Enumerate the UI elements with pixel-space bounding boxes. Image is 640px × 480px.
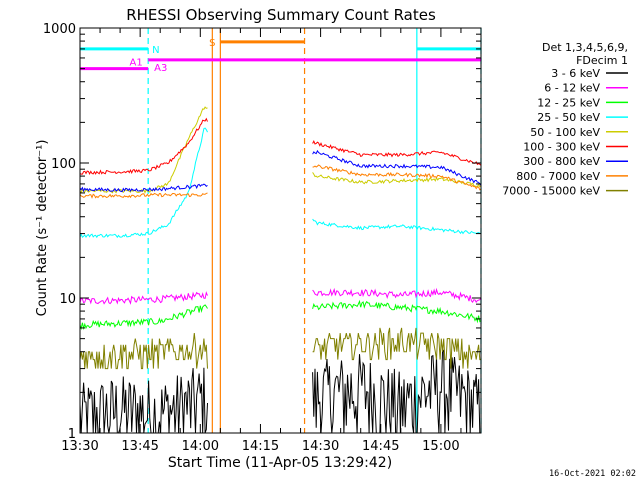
x-tick-label: 14:15 xyxy=(242,439,279,454)
x-tick-label: 14:30 xyxy=(302,439,339,454)
series-line xyxy=(312,164,482,191)
legend-entry-label: 100 - 300 keV xyxy=(523,141,600,154)
series-line xyxy=(79,304,208,331)
legend-entry-label: 25 - 50 keV xyxy=(537,111,600,124)
series-line xyxy=(312,172,482,188)
series-line xyxy=(312,327,481,369)
series-line xyxy=(79,291,208,305)
annotation-label: A1 xyxy=(130,58,143,69)
series-line xyxy=(312,149,482,186)
x-axis-label: Start Time (11-Apr-05 13:29:42) xyxy=(168,455,392,471)
legend-header: FDecim 1 xyxy=(576,54,628,67)
series-line xyxy=(312,287,482,304)
footer-date: 16-Oct-2021 02:02 xyxy=(549,469,636,479)
annotation-label: A3 xyxy=(154,63,167,74)
y-tick-label: 1000 xyxy=(43,22,76,37)
y-tick-label: 1 xyxy=(68,427,76,442)
legend: Det 1,3,4,5,6,9,FDecim 13 - 6 keV 6 - 12 … xyxy=(502,41,628,198)
annotations-layer: N A1 A3 S xyxy=(80,38,481,74)
legend-entry-label: 3 - 6 keV xyxy=(551,67,600,80)
annotation-label: S xyxy=(209,38,215,49)
series-line xyxy=(312,299,482,324)
x-tick-label: 14:45 xyxy=(362,439,399,454)
legend-entry-label: 50 - 100 keV xyxy=(530,126,600,139)
y-tick-label: 100 xyxy=(51,157,76,172)
legend-entry-label: 12 - 25 keV xyxy=(537,96,600,109)
y-tick-label: 10 xyxy=(59,292,76,307)
series-line xyxy=(79,333,208,370)
series-line xyxy=(79,127,208,239)
series-line xyxy=(312,218,482,235)
x-axis: 13:30 13:45 14:00 14:15 14:30 14:45 15:00 xyxy=(61,28,482,454)
x-tick-label: 13:30 xyxy=(61,439,98,454)
legend-entry-label: 6 - 12 keV xyxy=(544,82,600,95)
annotation-label: N xyxy=(152,45,159,56)
y-axis-label: Count Rate (s⁻¹ detector⁻¹) xyxy=(35,140,50,317)
legend-header: Det 1,3,4,5,6,9, xyxy=(542,41,628,54)
x-tick-label: 13:45 xyxy=(121,439,158,454)
legend-entry-label: 800 - 7000 keV xyxy=(516,170,600,183)
chart-title: RHESSI Observing Summary Count Rates xyxy=(126,6,436,24)
series-line xyxy=(79,183,208,193)
x-tick-label: 14:00 xyxy=(182,439,219,454)
x-tick-label: 15:00 xyxy=(422,439,459,454)
legend-entry-label: 7000 - 15000 keV xyxy=(502,185,600,198)
series-line xyxy=(79,106,208,194)
series-line xyxy=(312,140,482,166)
legend-entry-label: 300 - 800 keV xyxy=(523,155,600,168)
series-line xyxy=(79,192,208,199)
y-axis: 1 10 100 1000 xyxy=(43,22,481,442)
series-line xyxy=(79,117,208,176)
